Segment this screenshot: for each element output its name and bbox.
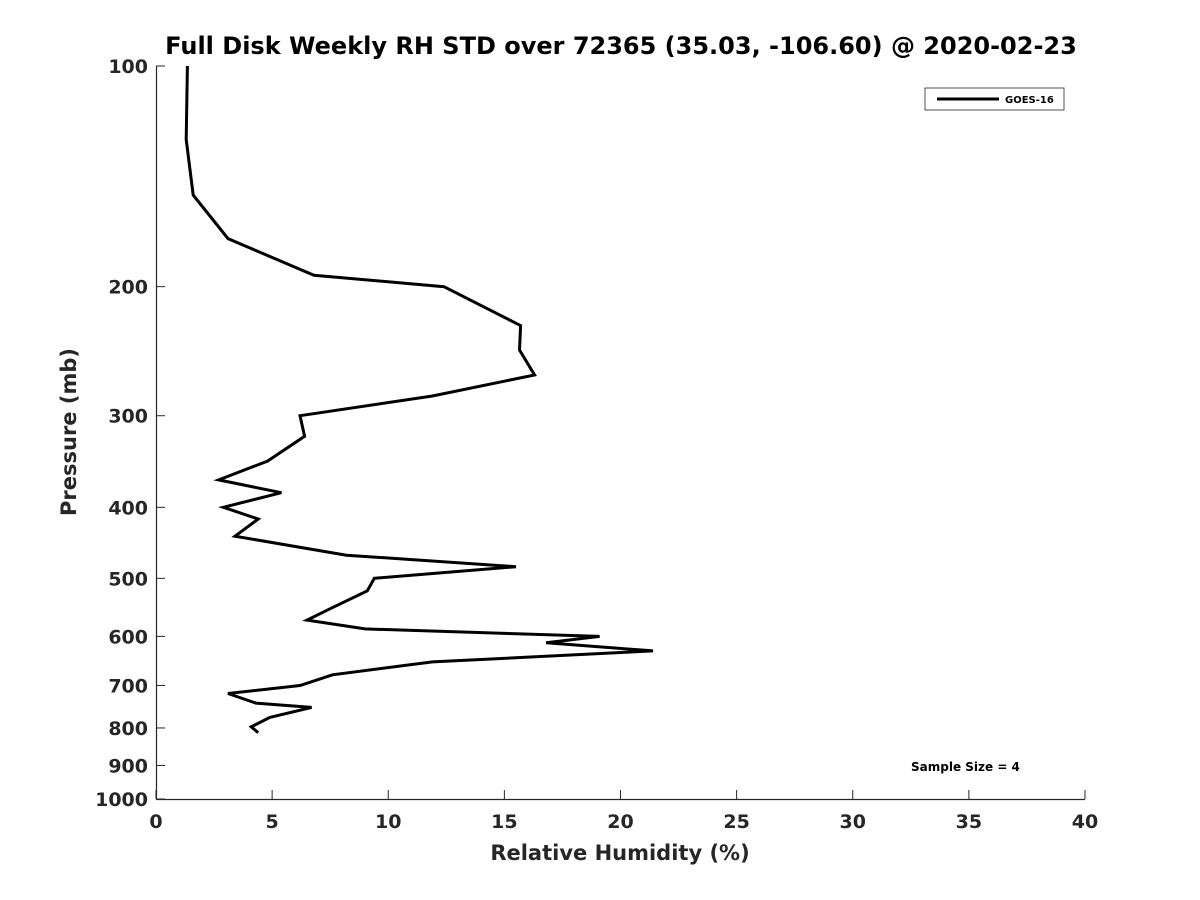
- y-tick-label: 200: [108, 277, 148, 299]
- legend: GOES-16: [924, 87, 1065, 111]
- x-tick-label: 0: [149, 811, 162, 833]
- x-tick-label: 10: [375, 811, 401, 833]
- y-axis-label: Pressure (mb): [57, 348, 81, 516]
- series-line-goes-16: [184, 65, 654, 734]
- x-tick-label: 20: [607, 811, 633, 833]
- x-tick-label: 15: [491, 811, 517, 833]
- y-tick-label: 400: [108, 497, 148, 519]
- x-tick-label: 25: [723, 811, 749, 833]
- y-tick-label: 700: [108, 675, 148, 697]
- y-ticks: 100 200 300 400 500 600 700 800 900 1000: [95, 56, 165, 811]
- sample-size-annotation: Sample Size = 4: [911, 760, 1020, 774]
- chart-title: Full Disk Weekly RH STD over 72365 (35.0…: [165, 32, 1077, 60]
- x-tick-label: 35: [956, 811, 982, 833]
- y-tick-label: 500: [108, 568, 148, 590]
- x-tick-label: 30: [840, 811, 866, 833]
- x-ticks: 0 5 10 15 20 25 30 35 40: [149, 790, 1098, 833]
- plot-area: [156, 66, 1085, 799]
- x-axis-label: Relative Humidity (%): [490, 841, 749, 865]
- y-tick-label: 800: [108, 718, 148, 740]
- y-tick-label: 100: [108, 56, 148, 78]
- series-layer: [184, 65, 654, 734]
- y-tick-label: 300: [108, 406, 148, 428]
- y-tick-label: 600: [108, 626, 148, 648]
- x-tick-label: 5: [266, 811, 279, 833]
- legend-label-goes-16: GOES-16: [1005, 95, 1054, 106]
- x-tick-label: 40: [1072, 811, 1098, 833]
- y-tick-label: 900: [108, 755, 148, 777]
- y-tick-label: 1000: [95, 789, 148, 811]
